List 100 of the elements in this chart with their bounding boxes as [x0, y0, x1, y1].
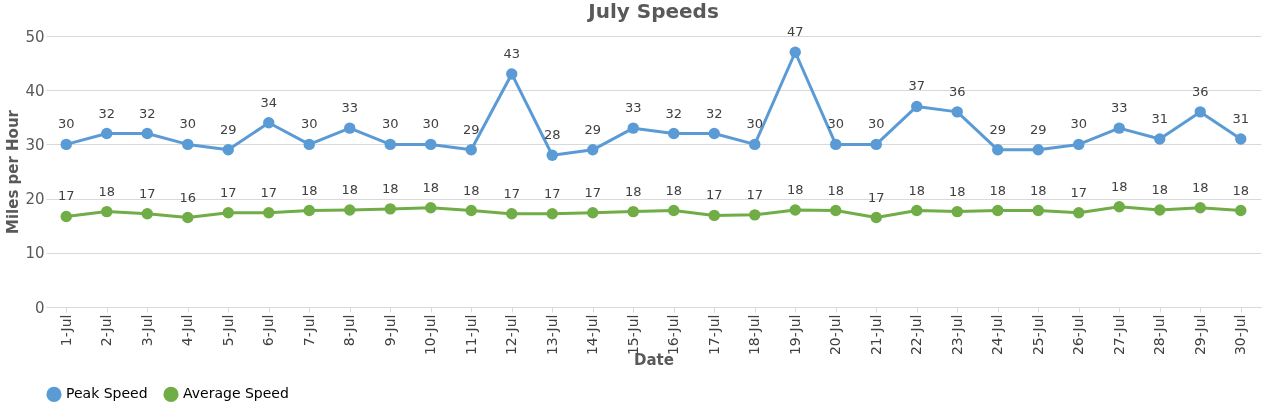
point: [911, 204, 923, 217]
data-label: 30: [827, 116, 845, 132]
point: [1235, 204, 1247, 217]
data-label: 34: [260, 94, 278, 110]
data-label: 32: [98, 105, 116, 121]
point: [141, 127, 153, 140]
x-tick-label: 28-Jul: [1151, 314, 1168, 356]
point: [1154, 133, 1166, 145]
data-label: 32: [665, 105, 683, 121]
point: [506, 68, 518, 80]
point: [303, 204, 315, 217]
point: [911, 100, 923, 113]
point: [141, 208, 153, 220]
y-tick-label: 30: [25, 135, 45, 154]
x-tick-label: 25-Jul: [1029, 314, 1046, 356]
x-tick-label: 16-Jul: [665, 314, 682, 356]
data-label: 30: [746, 116, 764, 132]
legend-label: Peak Speed: [66, 385, 148, 402]
point: [587, 207, 599, 219]
data-label: 29: [462, 121, 480, 137]
data-label: 36: [1191, 83, 1209, 99]
data-label: 18: [948, 183, 966, 199]
x-tick-label: 21-Jul: [867, 314, 884, 356]
x-tick-label: 18-Jul: [746, 314, 763, 356]
point: [465, 144, 477, 156]
point: [344, 204, 356, 216]
data-label: 32: [705, 105, 723, 121]
point: [668, 204, 680, 217]
x-tick-label: 13-Jul: [543, 314, 560, 356]
x-tick-label: 1-Jul: [57, 314, 74, 347]
data-label: 16: [179, 189, 197, 205]
x-tick-label: 7-Jul: [300, 314, 317, 347]
point: [627, 205, 639, 218]
point: [1073, 138, 1085, 151]
data-label: 31: [1151, 110, 1169, 126]
point: [668, 127, 680, 140]
data-label: 18: [1191, 179, 1209, 195]
data-label: 29: [219, 121, 237, 137]
data-label: 30: [300, 116, 318, 132]
data-label: 30: [422, 116, 440, 132]
point: [1032, 144, 1044, 156]
point: [951, 205, 963, 218]
data-label: 30: [381, 116, 399, 132]
data-label: 33: [341, 100, 359, 116]
point: [870, 138, 882, 151]
data-label: 18: [300, 182, 318, 198]
point: [1194, 106, 1206, 118]
point: [1154, 204, 1166, 216]
data-label: 29: [1029, 121, 1047, 137]
data-label: 18: [1151, 181, 1169, 197]
point: [384, 203, 396, 215]
data-label: 18: [422, 179, 440, 195]
x-tick-label: 5-Jul: [219, 314, 236, 347]
point: [1113, 201, 1125, 213]
data-label: 17: [1070, 184, 1088, 200]
data-label: 32: [138, 105, 156, 121]
point: [182, 138, 194, 151]
point: [870, 211, 882, 224]
x-tick-label: 6-Jul: [260, 314, 277, 347]
point: [1235, 133, 1247, 145]
point: [749, 209, 761, 221]
point: [222, 207, 234, 219]
data-label: 17: [138, 185, 156, 201]
y-tick-label: 20: [25, 190, 45, 209]
point: [789, 46, 801, 58]
point: [1113, 122, 1125, 134]
point: [951, 106, 963, 118]
x-tick-label: 27-Jul: [1110, 314, 1127, 356]
data-label: 33: [1110, 100, 1128, 116]
point: [101, 127, 113, 140]
data-label: 18: [624, 183, 642, 199]
x-tick-label: 14-Jul: [584, 314, 601, 356]
legend-label: Average Speed: [183, 385, 289, 402]
point: [506, 208, 518, 220]
x-tick-label: 17-Jul: [705, 314, 722, 356]
data-label: 18: [381, 180, 399, 196]
data-label: 17: [260, 184, 278, 200]
data-label: 30: [179, 116, 197, 132]
x-tick-label: 22-Jul: [908, 314, 925, 356]
data-label: 29: [989, 121, 1007, 137]
point: [627, 122, 639, 134]
point: [60, 138, 72, 151]
point: [546, 149, 558, 161]
x-tick-label: 4-Jul: [179, 314, 196, 347]
x-tick-label: 20-Jul: [827, 314, 844, 356]
data-label: 37: [908, 78, 926, 94]
data-label: 17: [746, 186, 764, 202]
data-label: 18: [989, 182, 1007, 198]
y-tick-label: 0: [34, 298, 45, 317]
data-label: 33: [624, 100, 642, 116]
point: [1073, 207, 1085, 219]
x-tick-label: 8-Jul: [341, 314, 358, 347]
point: [384, 138, 396, 151]
data-label: 17: [705, 187, 723, 203]
data-label: 18: [1029, 182, 1047, 198]
y-axis-title: Miles per Hour: [4, 109, 23, 234]
x-tick-label: 11-Jul: [462, 314, 479, 356]
data-label: 18: [786, 181, 804, 197]
point: [708, 127, 720, 140]
y-tick-label: 50: [25, 27, 45, 46]
